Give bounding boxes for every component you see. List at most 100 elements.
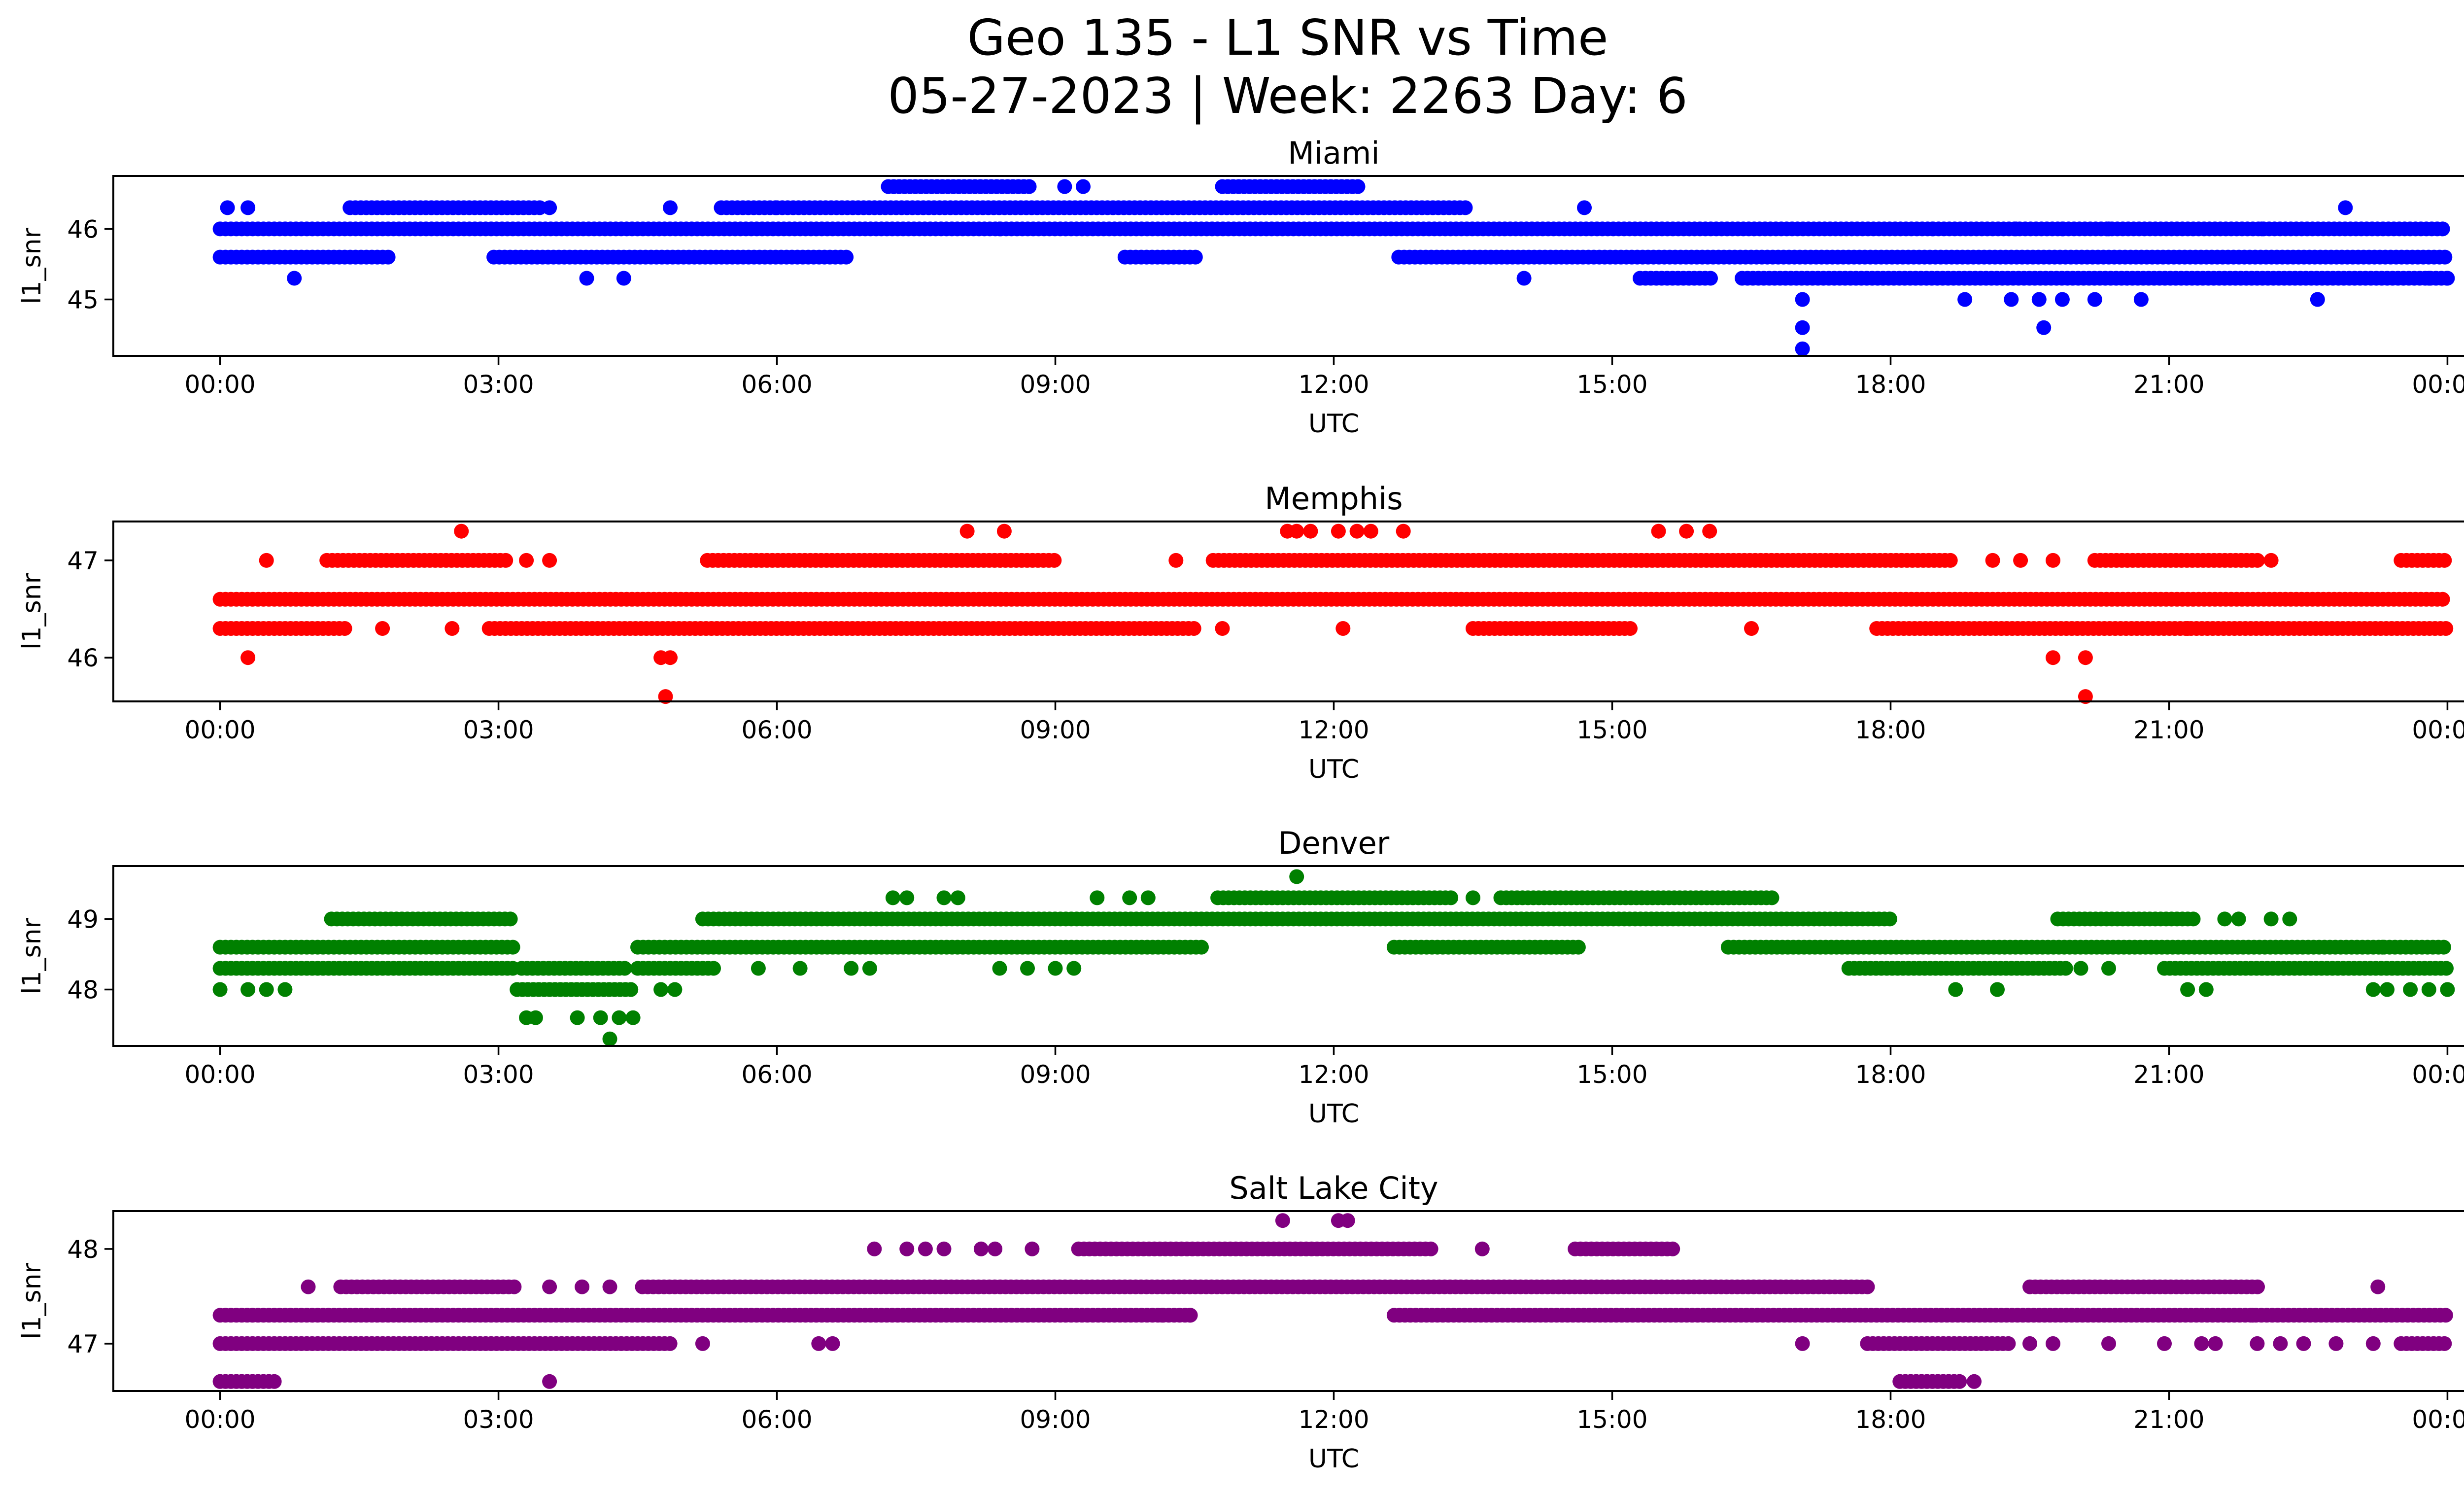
panel-title: Denver (1278, 825, 1390, 861)
x-tick-label: 12:00 (1298, 370, 1369, 399)
data-point (2250, 553, 2265, 568)
x-tick-label: 03:00 (463, 370, 534, 399)
data-point (1795, 320, 1810, 335)
x-tick-label: 18:00 (1855, 1060, 1926, 1089)
data-point (259, 553, 274, 568)
y-axis-label: l1_snr (17, 227, 47, 304)
data-band (212, 1308, 2453, 1323)
x-tick-label: 18:00 (1855, 370, 1926, 399)
data-band (324, 911, 2201, 927)
data-point (1651, 523, 1666, 539)
data-point (2101, 221, 2116, 237)
x-tick-label: 15:00 (1576, 716, 1647, 744)
data-point (695, 1336, 710, 1351)
data-point (1679, 523, 1694, 539)
data-point (1952, 1374, 1967, 1389)
data-point (1186, 621, 1201, 636)
data-point (1182, 1308, 1198, 1323)
x-tick-label: 00:00 (2412, 1405, 2464, 1434)
x-tick-label: 15:00 (1576, 370, 1647, 399)
data-point (663, 650, 678, 665)
data-point (454, 523, 469, 539)
data-point (2078, 689, 2093, 704)
data-point (2180, 621, 2195, 636)
data-point (240, 982, 256, 997)
data-point (1967, 1374, 1982, 1389)
x-axis-label: UTC (1308, 409, 1359, 439)
data-point (575, 1279, 590, 1294)
data-point (918, 1241, 933, 1256)
data-point (2046, 650, 2060, 665)
data-series (212, 1213, 2453, 1389)
data-point (2437, 553, 2452, 568)
x-tick-label: 00:00 (185, 1060, 256, 1089)
data-point (1795, 1336, 1810, 1351)
x-tick-label: 12:00 (1298, 716, 1369, 744)
data-point (212, 982, 228, 997)
data-point (653, 982, 669, 997)
x-tick-label: 00:00 (185, 1405, 256, 1434)
x-tick-label: 18:00 (1855, 1405, 1926, 1434)
data-point (240, 200, 256, 215)
data-point (706, 961, 721, 976)
x-tick-label: 21:00 (2133, 716, 2204, 744)
x-tick-label: 21:00 (2133, 1060, 2204, 1089)
data-point (1066, 961, 1082, 976)
data-point (617, 961, 632, 976)
data-point (1795, 292, 1810, 307)
data-point (936, 1241, 952, 1256)
data-point (2263, 553, 2279, 568)
x-tick-label: 06:00 (741, 716, 812, 744)
data-point (542, 1374, 557, 1389)
x-tick-label: 12:00 (1298, 1405, 1369, 1434)
data-point (2437, 249, 2453, 265)
data-band (1210, 890, 1780, 905)
data-point (2365, 982, 2381, 997)
data-point (667, 982, 683, 997)
data-point (2133, 292, 2149, 307)
data-point (1363, 523, 1378, 539)
data-point (2208, 1336, 2223, 1351)
x-tick-label: 18:00 (1855, 716, 1926, 744)
data-point (2046, 1336, 2060, 1351)
y-tick-label: 47 (67, 547, 99, 575)
plot-frame (112, 1210, 2464, 1392)
data-point (751, 961, 766, 976)
x-tick-label: 21:00 (2133, 1405, 2204, 1434)
data-point (1665, 1241, 1680, 1256)
data-point (1943, 553, 1958, 568)
data-point (542, 200, 557, 215)
y-axis-label: l1_snr (17, 1262, 47, 1339)
data-point (2263, 911, 2279, 927)
data-point (570, 1010, 585, 1025)
data-point (2101, 1336, 2116, 1351)
data-point (287, 271, 302, 286)
data-point (1140, 890, 1156, 905)
chart-panel: Denver 00:00 03:00 06:00 09:00 12:00 15:00 18:0… (17, 825, 2464, 1129)
y-tick-label: 48 (67, 1235, 99, 1264)
data-band (212, 939, 2451, 955)
data-point (2004, 292, 2019, 307)
data-point (959, 523, 975, 539)
data-point (2078, 650, 2093, 665)
data-point (2217, 911, 2232, 927)
data-point (616, 271, 631, 286)
x-tick-label: 00:00 (185, 370, 256, 399)
data-point (375, 621, 390, 636)
data-point (2157, 1336, 2172, 1351)
data-point (662, 1336, 678, 1351)
data-point (2338, 200, 2353, 215)
data-point (2180, 982, 2195, 997)
data-point (2022, 1336, 2037, 1351)
data-point (337, 621, 352, 636)
x-tick-label: 00:00 (2412, 370, 2464, 399)
data-point (2250, 1336, 2265, 1351)
data-point (1474, 1241, 1490, 1256)
data-point (2438, 1308, 2453, 1323)
data-point (612, 1010, 627, 1025)
data-band (342, 200, 1473, 215)
data-point (1025, 1241, 1040, 1256)
data-band (212, 249, 2453, 265)
x-axis-label: UTC (1308, 755, 1359, 784)
chart-panel: Memphis 00:00 03:00 06:00 09:00 12:00 15:00 18:… (17, 481, 2464, 784)
